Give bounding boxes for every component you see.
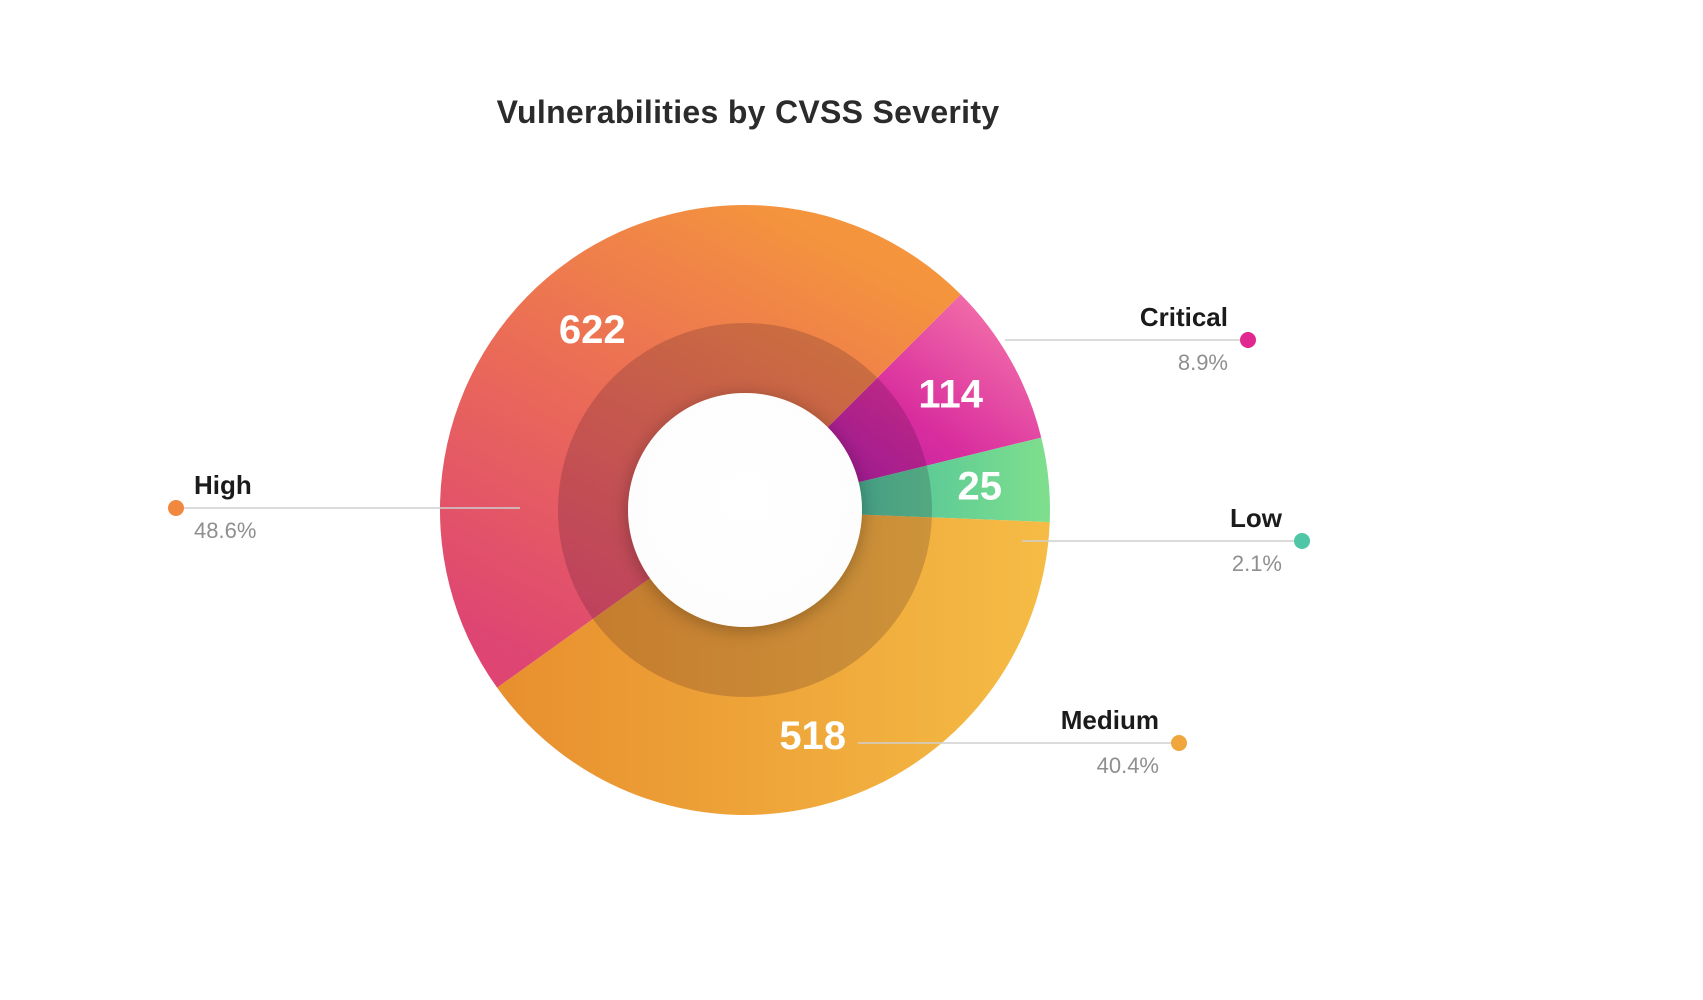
slice-value-labels: 114 25 518 622 bbox=[559, 308, 1002, 758]
callout-percent-critical: 8.9% bbox=[1178, 350, 1228, 375]
inner-shade-ring bbox=[558, 323, 932, 697]
callout-label-high: High bbox=[194, 470, 252, 500]
callout-dot-critical bbox=[1240, 332, 1256, 348]
callout-label-medium: Medium bbox=[1061, 705, 1159, 735]
callout-label-critical: Critical bbox=[1140, 302, 1228, 332]
callout-dot-low bbox=[1294, 533, 1310, 549]
value-label-high: 622 bbox=[559, 308, 626, 352]
slice-medium[interactable] bbox=[497, 510, 1050, 816]
value-label-medium: 518 bbox=[779, 714, 846, 758]
donut-hole bbox=[628, 393, 862, 627]
callout-dot-high bbox=[168, 500, 184, 516]
callout-label-low: Low bbox=[1230, 503, 1283, 533]
callouts: Critical 8.9% Low 2.1% Medium 40.4% High 48.6% bbox=[168, 302, 1310, 778]
callout-percent-high: 48.6% bbox=[194, 518, 256, 543]
chart-title: Vulnerabilities by CVSS Severity bbox=[496, 94, 1000, 130]
callout-dot-medium bbox=[1171, 735, 1187, 751]
value-label-low: 25 bbox=[958, 464, 1003, 508]
value-label-critical: 114 bbox=[918, 372, 983, 416]
callout-percent-low: 2.1% bbox=[1232, 551, 1282, 576]
callout-percent-medium: 40.4% bbox=[1097, 753, 1159, 778]
